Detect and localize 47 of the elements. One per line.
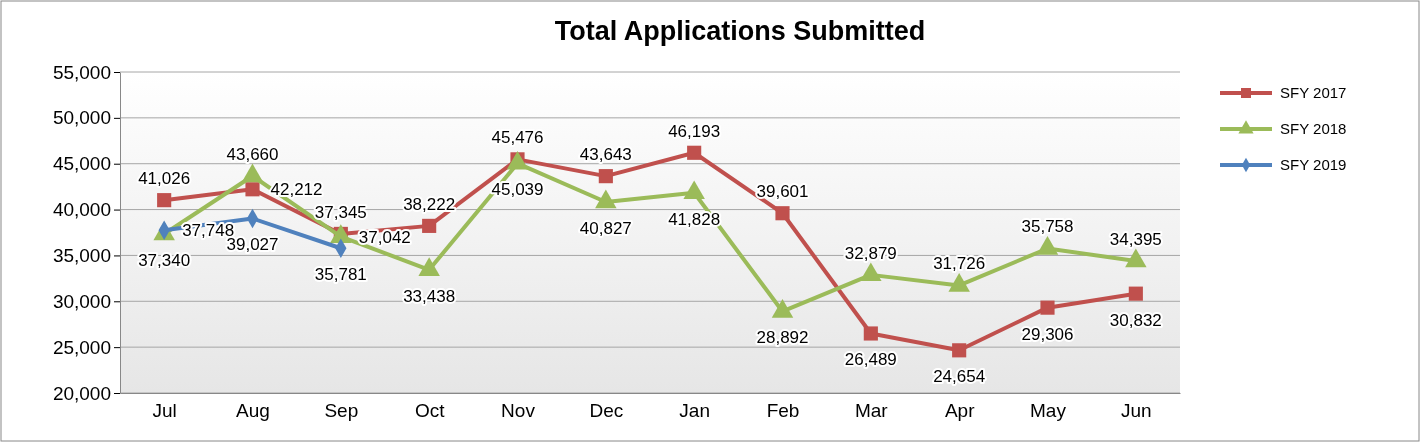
y-tick-label: 35,000 xyxy=(52,245,111,267)
data-label: 35,781 xyxy=(314,265,367,285)
legend-label: SFY 2017 xyxy=(1280,84,1347,101)
data-label: 34,395 xyxy=(1109,229,1162,249)
x-tick-label: Jun xyxy=(1121,399,1152,421)
y-tick-label: 40,000 xyxy=(52,199,111,221)
y-tick-label: 45,000 xyxy=(52,153,111,175)
y-tick-label: 50,000 xyxy=(52,107,111,129)
data-label: 37,345 xyxy=(314,202,367,222)
x-tick-label: Mar xyxy=(854,399,889,421)
data-label: 42,212 xyxy=(270,180,323,200)
x-tick-label: Nov xyxy=(501,399,536,421)
x-tick-label: Aug xyxy=(236,399,270,421)
x-tick-label: Apr xyxy=(944,399,976,421)
data-label: 24,654 xyxy=(933,367,986,387)
x-tick-label: Feb xyxy=(766,399,800,421)
y-tick-label: 55,000 xyxy=(52,61,111,83)
data-label: 41,026 xyxy=(138,169,191,189)
data-label: 37,042 xyxy=(358,227,411,247)
data-label: 43,643 xyxy=(579,145,632,165)
data-label: 46,193 xyxy=(668,121,721,141)
x-tick-label: Dec xyxy=(589,399,624,421)
data-label: 43,660 xyxy=(226,145,279,164)
x-tick-label: Oct xyxy=(414,399,446,421)
data-label: 31,726 xyxy=(933,254,986,274)
data-label: 40,827 xyxy=(579,218,632,238)
data-label: 26,489 xyxy=(844,350,897,370)
data-label: 39,601 xyxy=(756,182,809,202)
y-tick-label: 20,000 xyxy=(52,382,111,404)
data-label: 38,222 xyxy=(403,194,456,214)
y-tick-label: 25,000 xyxy=(52,336,111,358)
data-label: 29,306 xyxy=(1021,324,1074,344)
legend-label: SFY 2019 xyxy=(1280,156,1347,173)
data-label: 33,438 xyxy=(403,286,456,306)
x-tick-label: Jan xyxy=(679,399,710,421)
x-tick-label: May xyxy=(1030,399,1067,421)
data-label: 32,879 xyxy=(844,243,897,263)
x-tick-label: Sep xyxy=(324,399,359,421)
chart-title: Total Applications Submitted xyxy=(554,16,926,46)
data-label: 37,340 xyxy=(138,250,191,270)
data-label: 30,832 xyxy=(1109,310,1162,330)
data-label: 45,476 xyxy=(491,128,544,148)
legend-label: SFY 2018 xyxy=(1280,120,1347,137)
data-label: 35,758 xyxy=(1021,217,1074,237)
x-tick-label: Jul xyxy=(152,399,177,421)
y-tick-label: 30,000 xyxy=(52,290,111,312)
data-label: 28,892 xyxy=(756,328,809,348)
